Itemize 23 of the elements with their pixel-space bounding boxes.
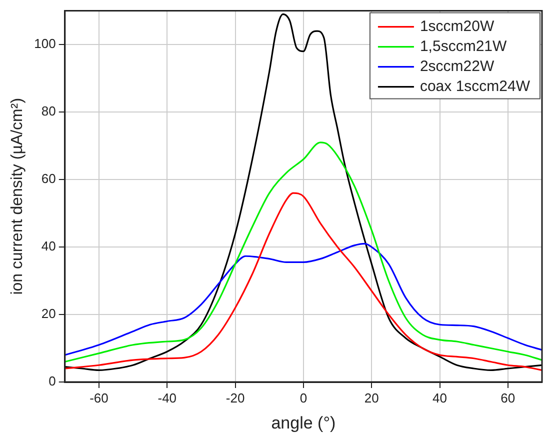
x-axis-title: angle (°) (271, 413, 336, 432)
legend-label: coax 1sccm24W (420, 78, 531, 95)
y-tick-label: 60 (41, 171, 56, 186)
x-tick-label: -20 (226, 390, 245, 406)
x-tick-label: 60 (500, 390, 516, 406)
legend-label: 1,5sccm21W (420, 38, 508, 55)
line-series (64, 142, 542, 363)
y-axis-title: ion current density (µA/cm²) (9, 98, 26, 295)
x-tick-label: -40 (158, 390, 177, 406)
legend-label: 2sccm22W (420, 58, 495, 75)
line-series (64, 192, 542, 371)
legend-label: 1sccm20W (420, 18, 495, 35)
line-series (64, 13, 542, 371)
y-tick-label: 0 (48, 374, 56, 389)
y-tick-label: 40 (41, 238, 56, 254)
x-tick-label: -60 (90, 390, 108, 406)
x-tick-label: 0 (300, 390, 308, 406)
x-tick-label: 20 (364, 390, 379, 406)
line-series (64, 242, 542, 356)
y-tick-label: 20 (41, 306, 56, 322)
y-tick-label: 80 (41, 104, 56, 119)
y-tick-label: 100 (34, 36, 56, 52)
x-tick-label: 40 (432, 390, 447, 406)
